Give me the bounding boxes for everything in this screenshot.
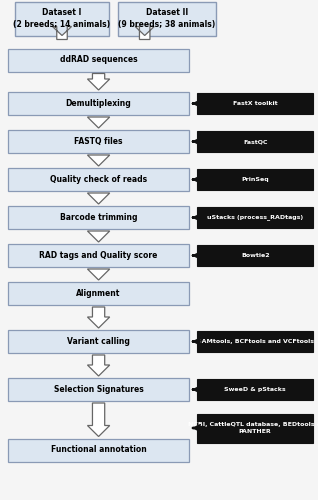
Text: Dataset I
(2 breeds; 14 animals): Dataset I (2 breeds; 14 animals) [13, 8, 111, 29]
Polygon shape [87, 117, 110, 128]
FancyBboxPatch shape [8, 130, 189, 153]
Text: FastQC: FastQC [243, 139, 267, 144]
FancyBboxPatch shape [8, 48, 189, 72]
FancyBboxPatch shape [8, 330, 189, 353]
FancyBboxPatch shape [8, 282, 189, 305]
Text: FASTQ files: FASTQ files [74, 137, 123, 146]
FancyBboxPatch shape [197, 245, 313, 266]
Text: Quality check of reads: Quality check of reads [50, 175, 147, 184]
Text: uStacks (process_RADtags): uStacks (process_RADtags) [207, 214, 303, 220]
Text: Selection Signatures: Selection Signatures [54, 385, 143, 394]
FancyBboxPatch shape [8, 168, 189, 191]
Text: Bowtie2: Bowtie2 [241, 253, 270, 258]
FancyBboxPatch shape [118, 2, 216, 35]
FancyBboxPatch shape [197, 414, 313, 442]
Text: NCBI, CattleQTL database, BEDtools &
PANTHER: NCBI, CattleQTL database, BEDtools & PAN… [188, 422, 318, 434]
Polygon shape [87, 307, 110, 328]
Polygon shape [87, 155, 110, 166]
FancyBboxPatch shape [8, 92, 189, 115]
Polygon shape [87, 74, 110, 90]
FancyBboxPatch shape [197, 379, 313, 400]
FancyBboxPatch shape [197, 169, 313, 190]
FancyBboxPatch shape [197, 331, 313, 352]
Text: Functional annotation: Functional annotation [51, 446, 147, 454]
Text: FastX toolkit: FastX toolkit [233, 101, 278, 106]
FancyBboxPatch shape [197, 207, 313, 228]
Text: Demultiplexing: Demultiplexing [66, 99, 131, 108]
Polygon shape [135, 26, 154, 40]
Polygon shape [87, 355, 110, 376]
Text: PrinSeq: PrinSeq [241, 177, 269, 182]
FancyBboxPatch shape [8, 244, 189, 267]
Text: Dataset II
(9 breeds; 38 animals): Dataset II (9 breeds; 38 animals) [118, 8, 216, 29]
Polygon shape [52, 26, 72, 40]
FancyBboxPatch shape [8, 378, 189, 401]
Text: Alignment: Alignment [76, 289, 121, 298]
Polygon shape [87, 193, 110, 204]
Text: Barcode trimming: Barcode trimming [60, 213, 137, 222]
Text: Variant calling: Variant calling [67, 337, 130, 346]
FancyBboxPatch shape [197, 131, 313, 152]
FancyBboxPatch shape [197, 93, 313, 114]
FancyBboxPatch shape [8, 438, 189, 462]
Polygon shape [87, 269, 110, 280]
Text: SweeD & pStacks: SweeD & pStacks [225, 387, 286, 392]
FancyBboxPatch shape [15, 2, 109, 35]
Polygon shape [87, 231, 110, 242]
Text: SAMtools, BCFtools and VCFtools: SAMtools, BCFtools and VCFtools [197, 339, 314, 344]
Text: ddRAD sequences: ddRAD sequences [60, 56, 137, 64]
Text: RAD tags and Quality score: RAD tags and Quality score [39, 251, 158, 260]
FancyBboxPatch shape [8, 206, 189, 229]
Polygon shape [87, 403, 110, 436]
